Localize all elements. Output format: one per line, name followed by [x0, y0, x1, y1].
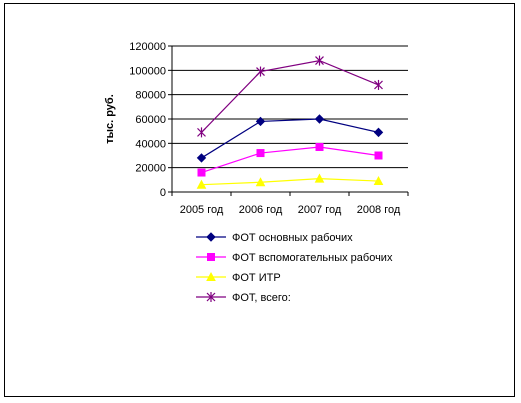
legend-item: ФОТ, всего: — [196, 292, 291, 304]
series-line — [201, 59, 379, 133]
x-tick-label: 2005 год — [180, 204, 224, 216]
x-tick-label: 2006 год — [239, 204, 283, 216]
point-triangle — [314, 173, 325, 183]
axes — [171, 46, 409, 196]
point-star — [315, 55, 324, 66]
legend-item: ФОТ ИТР — [196, 271, 281, 284]
y-tick-labels: 0 20000 40000 60000 80000 100000 120000 — [129, 41, 166, 199]
gridlines — [168, 45, 408, 193]
series-4 — [197, 55, 383, 138]
point-star — [197, 127, 206, 138]
legend-label: ФОТ вспомогательных рабочих — [232, 252, 393, 264]
point-diamond — [314, 114, 325, 124]
point-square — [256, 149, 265, 158]
series-1 — [196, 114, 384, 163]
point-diamond — [196, 153, 207, 163]
point-triangle — [196, 179, 207, 189]
series-2 — [197, 142, 383, 177]
point-square — [197, 168, 206, 177]
x-tick-label: 2007 год — [298, 204, 342, 216]
x-tick-labels: 2005 год 2006 год 2007 год 2008 год — [180, 204, 401, 216]
legend-item: ФОТ основных рабочих — [196, 232, 353, 244]
legend: ФОТ основных рабочих ФОТ вспомогательных … — [196, 232, 393, 304]
chart-frame — [4, 3, 515, 397]
y-tick-label: 80000 — [135, 90, 166, 102]
y-tick-label: 20000 — [135, 163, 166, 175]
point-square — [207, 253, 215, 261]
point-star — [256, 66, 265, 77]
series-line — [201, 118, 379, 159]
point-star — [206, 292, 216, 302]
legend-item: ФОТ вспомогательных рабочих — [196, 252, 393, 264]
series-3 — [196, 173, 384, 189]
y-tick-label: 40000 — [135, 138, 166, 150]
point-diamond — [206, 232, 216, 242]
y-tick-label: 120000 — [129, 41, 166, 53]
point-diamond — [255, 116, 266, 127]
legend-label: ФОТ основных рабочих — [232, 232, 353, 244]
point-triangle — [373, 175, 384, 186]
y-tick-label: 100000 — [129, 65, 166, 77]
legend-label: ФОТ ИТР — [232, 272, 281, 284]
y-tick-label: 0 — [160, 187, 166, 199]
series-lines — [196, 55, 384, 189]
series-line — [201, 178, 379, 186]
series-line — [201, 146, 379, 174]
point-diamond — [373, 127, 384, 138]
point-square — [374, 151, 383, 160]
legend-label: ФОТ, всего: — [232, 292, 291, 304]
point-star — [374, 79, 383, 90]
point-triangle — [206, 271, 216, 281]
point-square — [315, 142, 324, 151]
y-tick-label: 60000 — [135, 114, 166, 126]
y-axis-label: тыс. руб. — [104, 94, 116, 144]
point-triangle — [255, 177, 266, 187]
x-tick-label: 2008 год — [357, 204, 401, 216]
